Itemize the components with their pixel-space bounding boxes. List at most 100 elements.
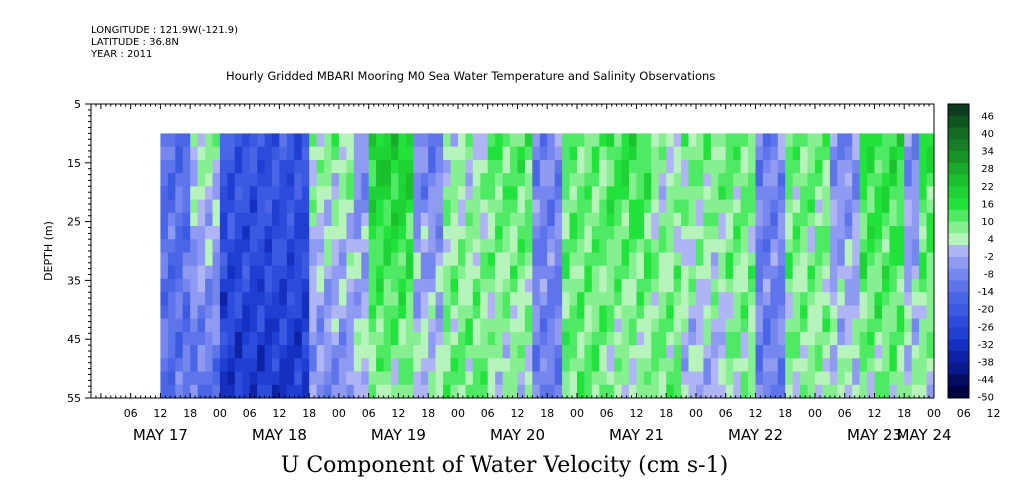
heatmap-cell — [718, 305, 727, 320]
heatmap-cell — [777, 173, 786, 187]
heatmap-cell — [643, 331, 652, 346]
heatmap-cell — [257, 265, 266, 280]
heatmap-cell — [614, 358, 623, 373]
heatmap-cell — [495, 239, 504, 253]
heatmap-cell — [904, 331, 913, 346]
heatmap-cell — [413, 305, 422, 320]
heatmap-cell — [792, 345, 801, 359]
heatmap-cell — [443, 371, 452, 386]
heatmap-cell — [718, 384, 727, 398]
heatmap-cell — [495, 278, 504, 293]
heatmap-cell — [621, 252, 630, 267]
heatmap-cell — [681, 199, 690, 214]
heatmap-cell — [614, 186, 623, 201]
heatmap-cell — [762, 159, 771, 174]
heatmap-cell — [532, 159, 541, 174]
heatmap-cell — [688, 265, 697, 280]
heatmap-cell — [673, 292, 682, 306]
heatmap-cell — [175, 265, 184, 280]
heatmap-cell — [762, 265, 771, 280]
heatmap-cell — [562, 146, 571, 161]
heatmap-cell — [212, 199, 221, 214]
heatmap-cell — [301, 146, 310, 161]
heatmap-cell — [428, 305, 437, 320]
heatmap-cell — [257, 318, 266, 333]
heatmap-cell — [368, 146, 377, 161]
heatmap-cell — [636, 239, 645, 253]
heatmap-cell — [435, 252, 444, 267]
heatmap-cell — [852, 212, 861, 227]
heatmap-cell — [837, 384, 846, 398]
heatmap-cell — [294, 133, 303, 148]
heatmap-cell — [896, 292, 905, 306]
heatmap-cell — [391, 345, 399, 359]
heatmap-cell — [465, 173, 474, 187]
heatmap-cell — [829, 226, 838, 240]
heatmap-cell — [435, 358, 444, 373]
heatmap-cell — [205, 371, 214, 386]
heatmap-cell — [510, 278, 518, 293]
heatmap-cell — [547, 331, 556, 346]
x-hour-label: 00 — [213, 407, 227, 420]
year-label: YEAR : 2011 — [91, 49, 153, 60]
heatmap-cell — [844, 199, 853, 214]
heatmap-cell — [495, 292, 504, 306]
heatmap-cell — [569, 358, 578, 373]
heatmap-cell — [629, 331, 637, 346]
heatmap-cell — [621, 173, 630, 187]
colorbar-swatch — [948, 268, 969, 281]
heatmap-cell — [234, 278, 243, 293]
heatmap-cell — [219, 173, 228, 187]
heatmap-cell — [800, 305, 809, 320]
heatmap-cell — [309, 331, 318, 346]
heatmap-cell — [234, 384, 243, 398]
heatmap-cell — [205, 159, 214, 174]
heatmap-cell — [197, 159, 206, 174]
heatmap-cell — [919, 331, 928, 346]
heatmap-cell — [391, 265, 399, 280]
heatmap-cell — [510, 331, 518, 346]
heatmap-cell — [219, 226, 228, 240]
heatmap-cell — [361, 252, 370, 267]
heatmap-cell — [405, 226, 414, 240]
heatmap-cell — [591, 133, 600, 148]
heatmap-cell — [777, 358, 786, 373]
heatmap-cell — [242, 305, 251, 320]
heatmap-cell — [428, 199, 437, 214]
heatmap-cell — [867, 226, 876, 240]
heatmap-cell — [904, 371, 913, 386]
heatmap-cell — [733, 331, 742, 346]
heatmap-cell — [562, 358, 571, 373]
heatmap-cell — [666, 212, 675, 227]
heatmap-cell — [376, 146, 385, 161]
heatmap-cell — [167, 159, 176, 174]
heatmap-cell — [391, 226, 399, 240]
heatmap-cell — [190, 212, 199, 227]
heatmap-cell — [324, 239, 333, 253]
heatmap-cell — [405, 186, 414, 201]
heatmap-cell — [413, 265, 422, 280]
heatmap-cell — [249, 159, 258, 174]
heatmap-cell — [227, 252, 236, 267]
heatmap-cell — [338, 226, 347, 240]
heatmap-cell — [338, 146, 347, 161]
heatmap-cell — [346, 278, 355, 293]
heatmap-cell — [524, 265, 533, 280]
heatmap-cell — [889, 186, 898, 201]
heatmap-cell — [867, 358, 876, 373]
heatmap-cell — [272, 146, 280, 161]
heatmap-cell — [398, 239, 407, 253]
heatmap-cell — [569, 226, 578, 240]
heatmap-cell — [420, 186, 429, 201]
heatmap-cell — [881, 146, 890, 161]
heatmap-cell — [294, 331, 303, 346]
heatmap-cell — [472, 173, 481, 187]
heatmap-cell — [301, 186, 310, 201]
heatmap-cell — [643, 265, 652, 280]
heatmap-cell — [413, 199, 422, 214]
heatmap-cell — [629, 212, 637, 227]
heatmap-cell — [182, 173, 191, 187]
heatmap-cell — [584, 278, 593, 293]
heatmap-cell — [926, 146, 934, 161]
heatmap-cell — [286, 212, 295, 227]
